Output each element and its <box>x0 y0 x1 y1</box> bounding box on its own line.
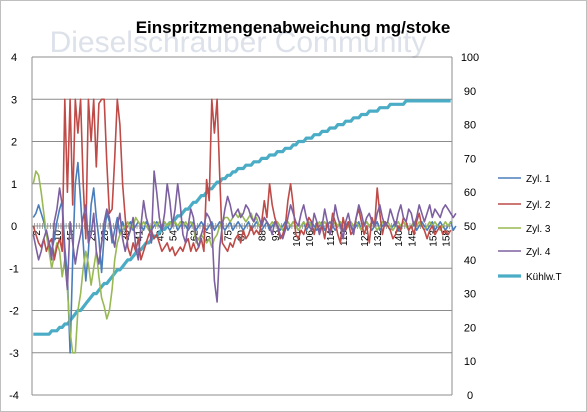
y-left-tick-label: 1 <box>11 179 17 191</box>
series-line-zyl-2 <box>32 98 452 261</box>
y-left-tick-label: -1 <box>9 263 19 275</box>
y-left-tick-label: 4 <box>11 52 17 64</box>
series-line-k-hlw-t <box>33 99 451 336</box>
x-tick-label: 119 <box>339 230 350 246</box>
y-left-tick-label: -3 <box>9 348 19 360</box>
x-tick-label: 10 <box>53 230 64 242</box>
x-tick-label: 140 <box>394 230 405 247</box>
x-tick-label: 158 <box>441 230 452 247</box>
legend-label: Zyl. 3 <box>526 224 551 235</box>
series-line-zyl-3 <box>32 170 452 354</box>
y-left-tick-label: 0 <box>11 221 17 233</box>
chart-title: Einspritzmengenabweichung mg/stoke <box>136 18 451 37</box>
x-tick-label: 23 <box>87 230 98 242</box>
legend: Zyl. 1 Zyl. 2 Zyl. 3 Zyl. 4 Kühlw.T <box>498 174 562 283</box>
x-tick-label: 93 <box>271 230 282 242</box>
y-right-tick-label: 80 <box>464 120 476 132</box>
series-lines <box>32 98 457 354</box>
legend-label: Zyl. 4 <box>526 247 551 258</box>
x-tick-label: 114 <box>326 230 337 246</box>
watermark-text: Dieselschrauber Community <box>50 26 427 59</box>
x-tick-label: 49 <box>155 230 166 242</box>
y-right-tick-label: 60 <box>464 187 476 199</box>
y-right-tick-label: 0 <box>467 390 473 402</box>
y-right-tick-label: 40 <box>464 255 476 267</box>
x-tick-label: 54 <box>168 230 179 242</box>
x-tick-label: 145 <box>407 230 418 247</box>
y-right-tick-label: 70 <box>464 153 476 165</box>
x-tick-label: 28 <box>100 230 111 242</box>
y-right-tick-label: 90 <box>464 86 476 98</box>
y-left-tick-label: -2 <box>9 306 19 318</box>
y-right-tick-label: 20 <box>464 322 476 334</box>
y-left-tick-label: 2 <box>11 137 17 149</box>
series-line-zyl-4 <box>32 170 457 303</box>
y-right-tick-label: 50 <box>464 221 476 233</box>
x-tick-label: 75 <box>224 230 235 242</box>
x-tick-label: 132 <box>373 230 384 247</box>
x-tick-label: 2 <box>32 230 43 236</box>
x-tick-label: 153 <box>428 230 439 247</box>
y-right-tick-label: 10 <box>464 356 476 368</box>
x-tick-label: 106 <box>305 230 316 247</box>
legend-label: Zyl. 2 <box>526 200 551 211</box>
legend-label: Zyl. 1 <box>526 174 551 185</box>
y-left-tick-label: -4 <box>9 390 19 402</box>
y-right-tick-label: 100 <box>461 52 479 64</box>
y-right-tick-label: 30 <box>464 289 476 301</box>
x-tick-label: 67 <box>203 230 214 242</box>
y-left-tick-label: 3 <box>11 94 17 106</box>
x-tick-label: 127 <box>360 230 371 247</box>
legend-label: Kühlw.T <box>526 272 562 283</box>
x-tick-label: 88 <box>258 230 269 242</box>
